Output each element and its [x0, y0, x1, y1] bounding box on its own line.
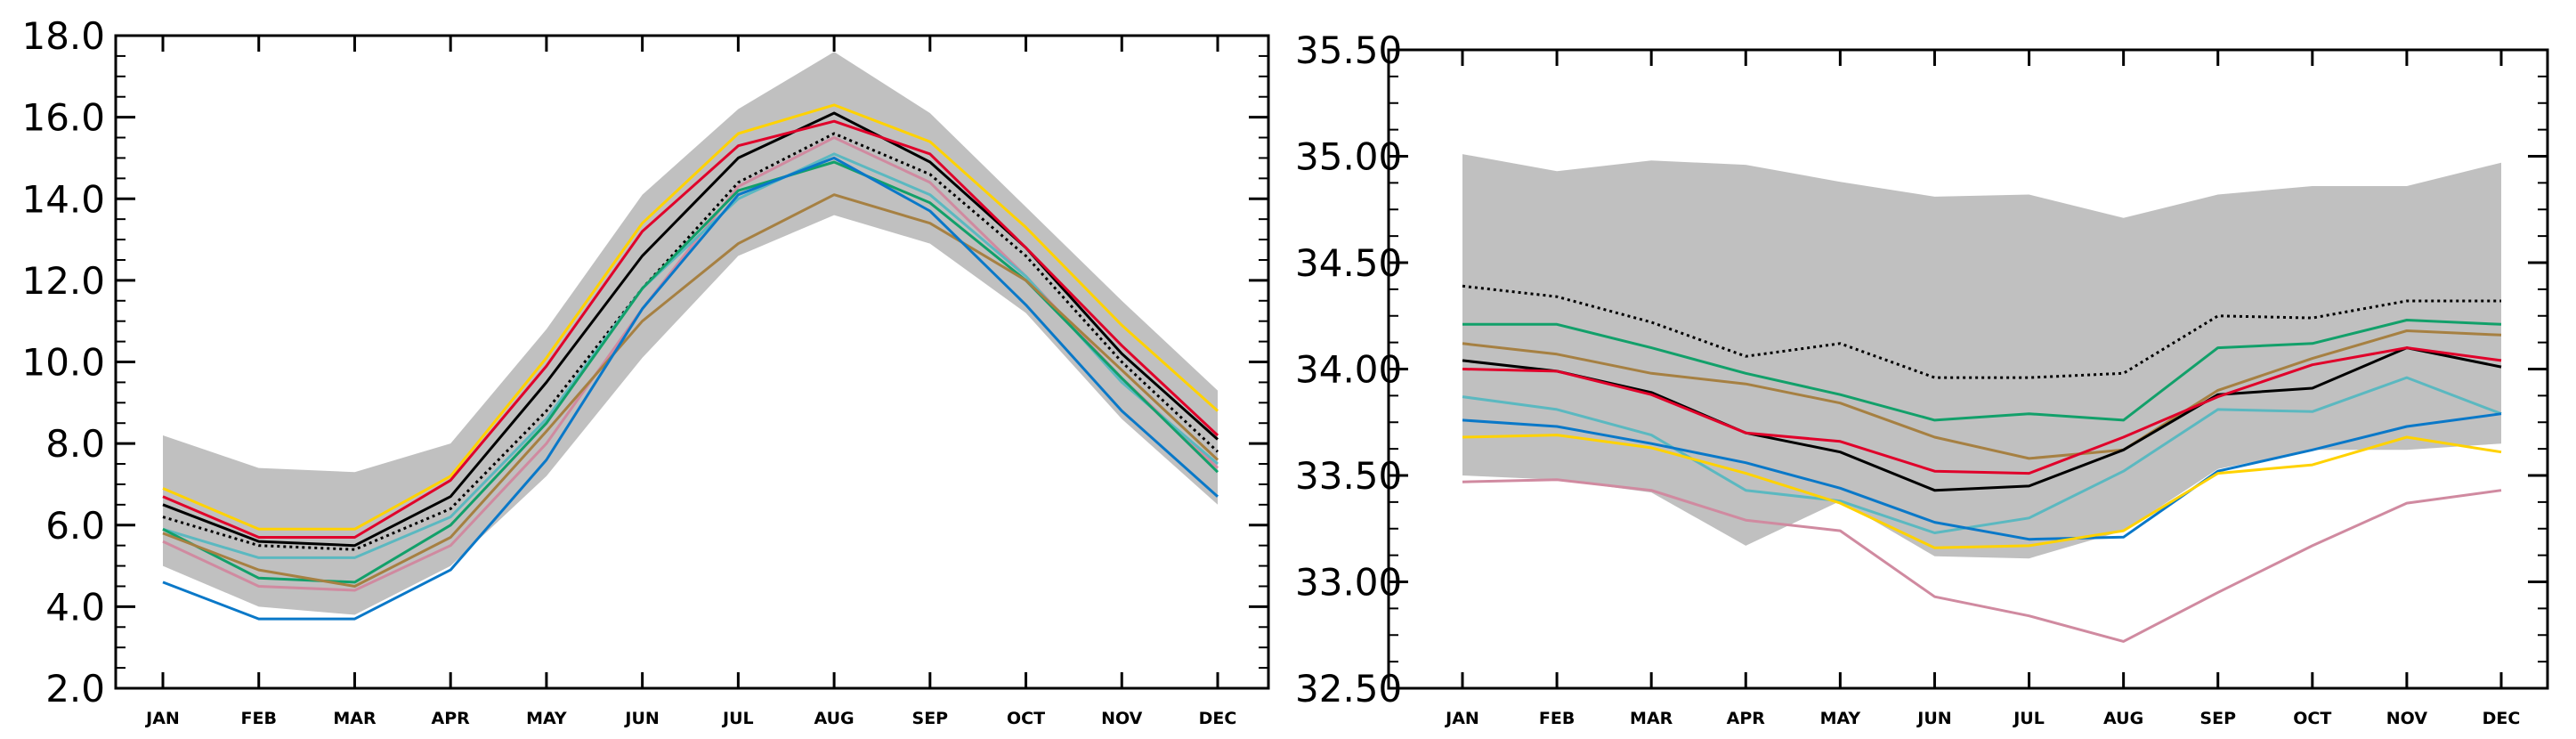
temp-y-tick-label: 16.0: [21, 96, 105, 140]
temp-x-tick-label: JUL: [721, 709, 754, 728]
temp-x-tick-label: DEC: [1199, 709, 1237, 728]
temp-y-tick-label: 8.0: [45, 422, 105, 466]
sal-x-tick-label: OCT: [2293, 709, 2331, 728]
temp-x-tick-label: AUG: [814, 709, 855, 728]
sal-y-tick-label: 35.50: [1295, 28, 1402, 72]
sal-x-tick-label: JUL: [2012, 709, 2045, 728]
temp-y-tick-label: 12.0: [21, 259, 105, 303]
sal-series-pink: [1462, 478, 2502, 643]
temp-spread-envelope: [163, 52, 1218, 615]
sal-series-brown: [1462, 329, 2502, 460]
sal-series-teal: [1462, 376, 2502, 534]
sal-x-tick-label: SEP: [2199, 709, 2236, 728]
temp-x-tick-label: MAR: [333, 709, 377, 728]
sal-series-red: [1462, 346, 2502, 475]
temp-y-tick-label: 18.0: [21, 14, 105, 58]
temp-y-tick-label: 2.0: [45, 667, 105, 711]
sal-y-tick-label: 34.00: [1295, 348, 1402, 392]
sal-x-tick-label: MAR: [1630, 709, 1673, 728]
sal-x-tick-label: MAY: [1820, 709, 1861, 728]
sal-x-tick-label: FEB: [1539, 709, 1575, 728]
sal-x-tick-label: APR: [1727, 709, 1766, 728]
temp-x-tick-label: FEB: [241, 709, 277, 728]
temp-x-tick-label: SEP: [912, 709, 949, 728]
temp-series-red: [162, 119, 1219, 539]
temperature-panel: 2.0 4.0 6.0 8.0 10.0 12.0 14.0 16.0 18.0 JAN FEB MA…: [21, 14, 1270, 728]
temp-y-tick-label: 6.0: [45, 504, 105, 548]
sal-series-blue: [1462, 412, 2502, 541]
temp-series-blue: [162, 156, 1219, 621]
sal-y-tick-label: 34.50: [1295, 241, 1402, 285]
temp-x-tick-label: JUN: [623, 709, 659, 728]
sal-y-tick-label: 33.50: [1295, 454, 1402, 498]
sal-y-tick-label: 35.00: [1295, 135, 1402, 179]
sal-x-tick-label: JUN: [1916, 709, 1951, 728]
temp-y-tick-label: 14.0: [21, 177, 105, 221]
temp-series-black-dotted: [162, 132, 1219, 551]
sal-series-black-dotted: [1462, 284, 2501, 379]
temp-series-brown: [162, 193, 1219, 588]
temp-x-tick-label: NOV: [1101, 709, 1143, 728]
temp-series-yellow: [162, 103, 1219, 531]
temp-y-tick-label: 10.0: [21, 341, 105, 385]
temp-x-tick-label: APR: [432, 709, 471, 728]
sal-series-black: [1462, 346, 2502, 492]
salinity-panel: 32.50 33.00 33.50 34.00 34.50 35.00 35.50 JAN FE…: [1295, 28, 2549, 728]
temp-y-tick-label: 4.0: [45, 585, 105, 629]
sal-x-tick-label: DEC: [2483, 709, 2521, 728]
sal-y-tick-label: 33.00: [1295, 561, 1402, 605]
sal-series-green: [1462, 319, 2502, 422]
temp-x-tick-label: JAN: [144, 709, 180, 728]
sal-y-tick-label: 32.50: [1295, 667, 1402, 711]
sal-x-tick-label: AUG: [2103, 709, 2143, 728]
sal-x-tick-label: JAN: [1444, 709, 1479, 728]
sal-spread-envelope: [1462, 154, 2501, 559]
sal-series-yellow: [1462, 434, 2502, 549]
temp-x-tick-label: OCT: [1007, 709, 1045, 728]
temp-x-tick-label: MAY: [526, 709, 567, 728]
sal-x-tick-label: NOV: [2386, 709, 2428, 728]
